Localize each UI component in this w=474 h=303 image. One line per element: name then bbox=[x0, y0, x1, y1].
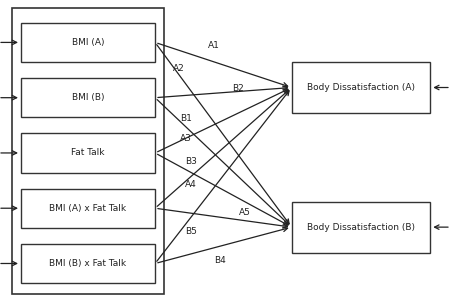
Bar bbox=[21, 188, 155, 228]
Text: A2: A2 bbox=[173, 64, 185, 73]
Text: BMI (A): BMI (A) bbox=[72, 38, 104, 47]
Text: Fat Talk: Fat Talk bbox=[71, 148, 105, 158]
Bar bbox=[12, 8, 164, 294]
Text: B3: B3 bbox=[185, 157, 197, 166]
Text: BMI (B) x Fat Talk: BMI (B) x Fat Talk bbox=[49, 259, 127, 268]
Text: BMI (B): BMI (B) bbox=[72, 93, 104, 102]
Text: Body Dissatisfaction (B): Body Dissatisfaction (B) bbox=[307, 223, 415, 231]
Text: B4: B4 bbox=[214, 256, 226, 265]
Text: BMI (A) x Fat Talk: BMI (A) x Fat Talk bbox=[49, 204, 127, 213]
Bar bbox=[21, 23, 155, 62]
Text: A1: A1 bbox=[208, 41, 219, 50]
Bar bbox=[292, 202, 430, 253]
Bar bbox=[292, 62, 430, 113]
Bar bbox=[21, 244, 155, 283]
Text: A5: A5 bbox=[239, 208, 251, 217]
Text: A4: A4 bbox=[185, 181, 196, 189]
Text: B1: B1 bbox=[180, 114, 192, 122]
Bar bbox=[21, 78, 155, 117]
Text: B2: B2 bbox=[232, 85, 244, 93]
Bar bbox=[21, 133, 155, 173]
Text: B5: B5 bbox=[185, 227, 197, 236]
Text: A3: A3 bbox=[180, 134, 192, 143]
Text: Body Dissatisfaction (A): Body Dissatisfaction (A) bbox=[307, 83, 415, 92]
